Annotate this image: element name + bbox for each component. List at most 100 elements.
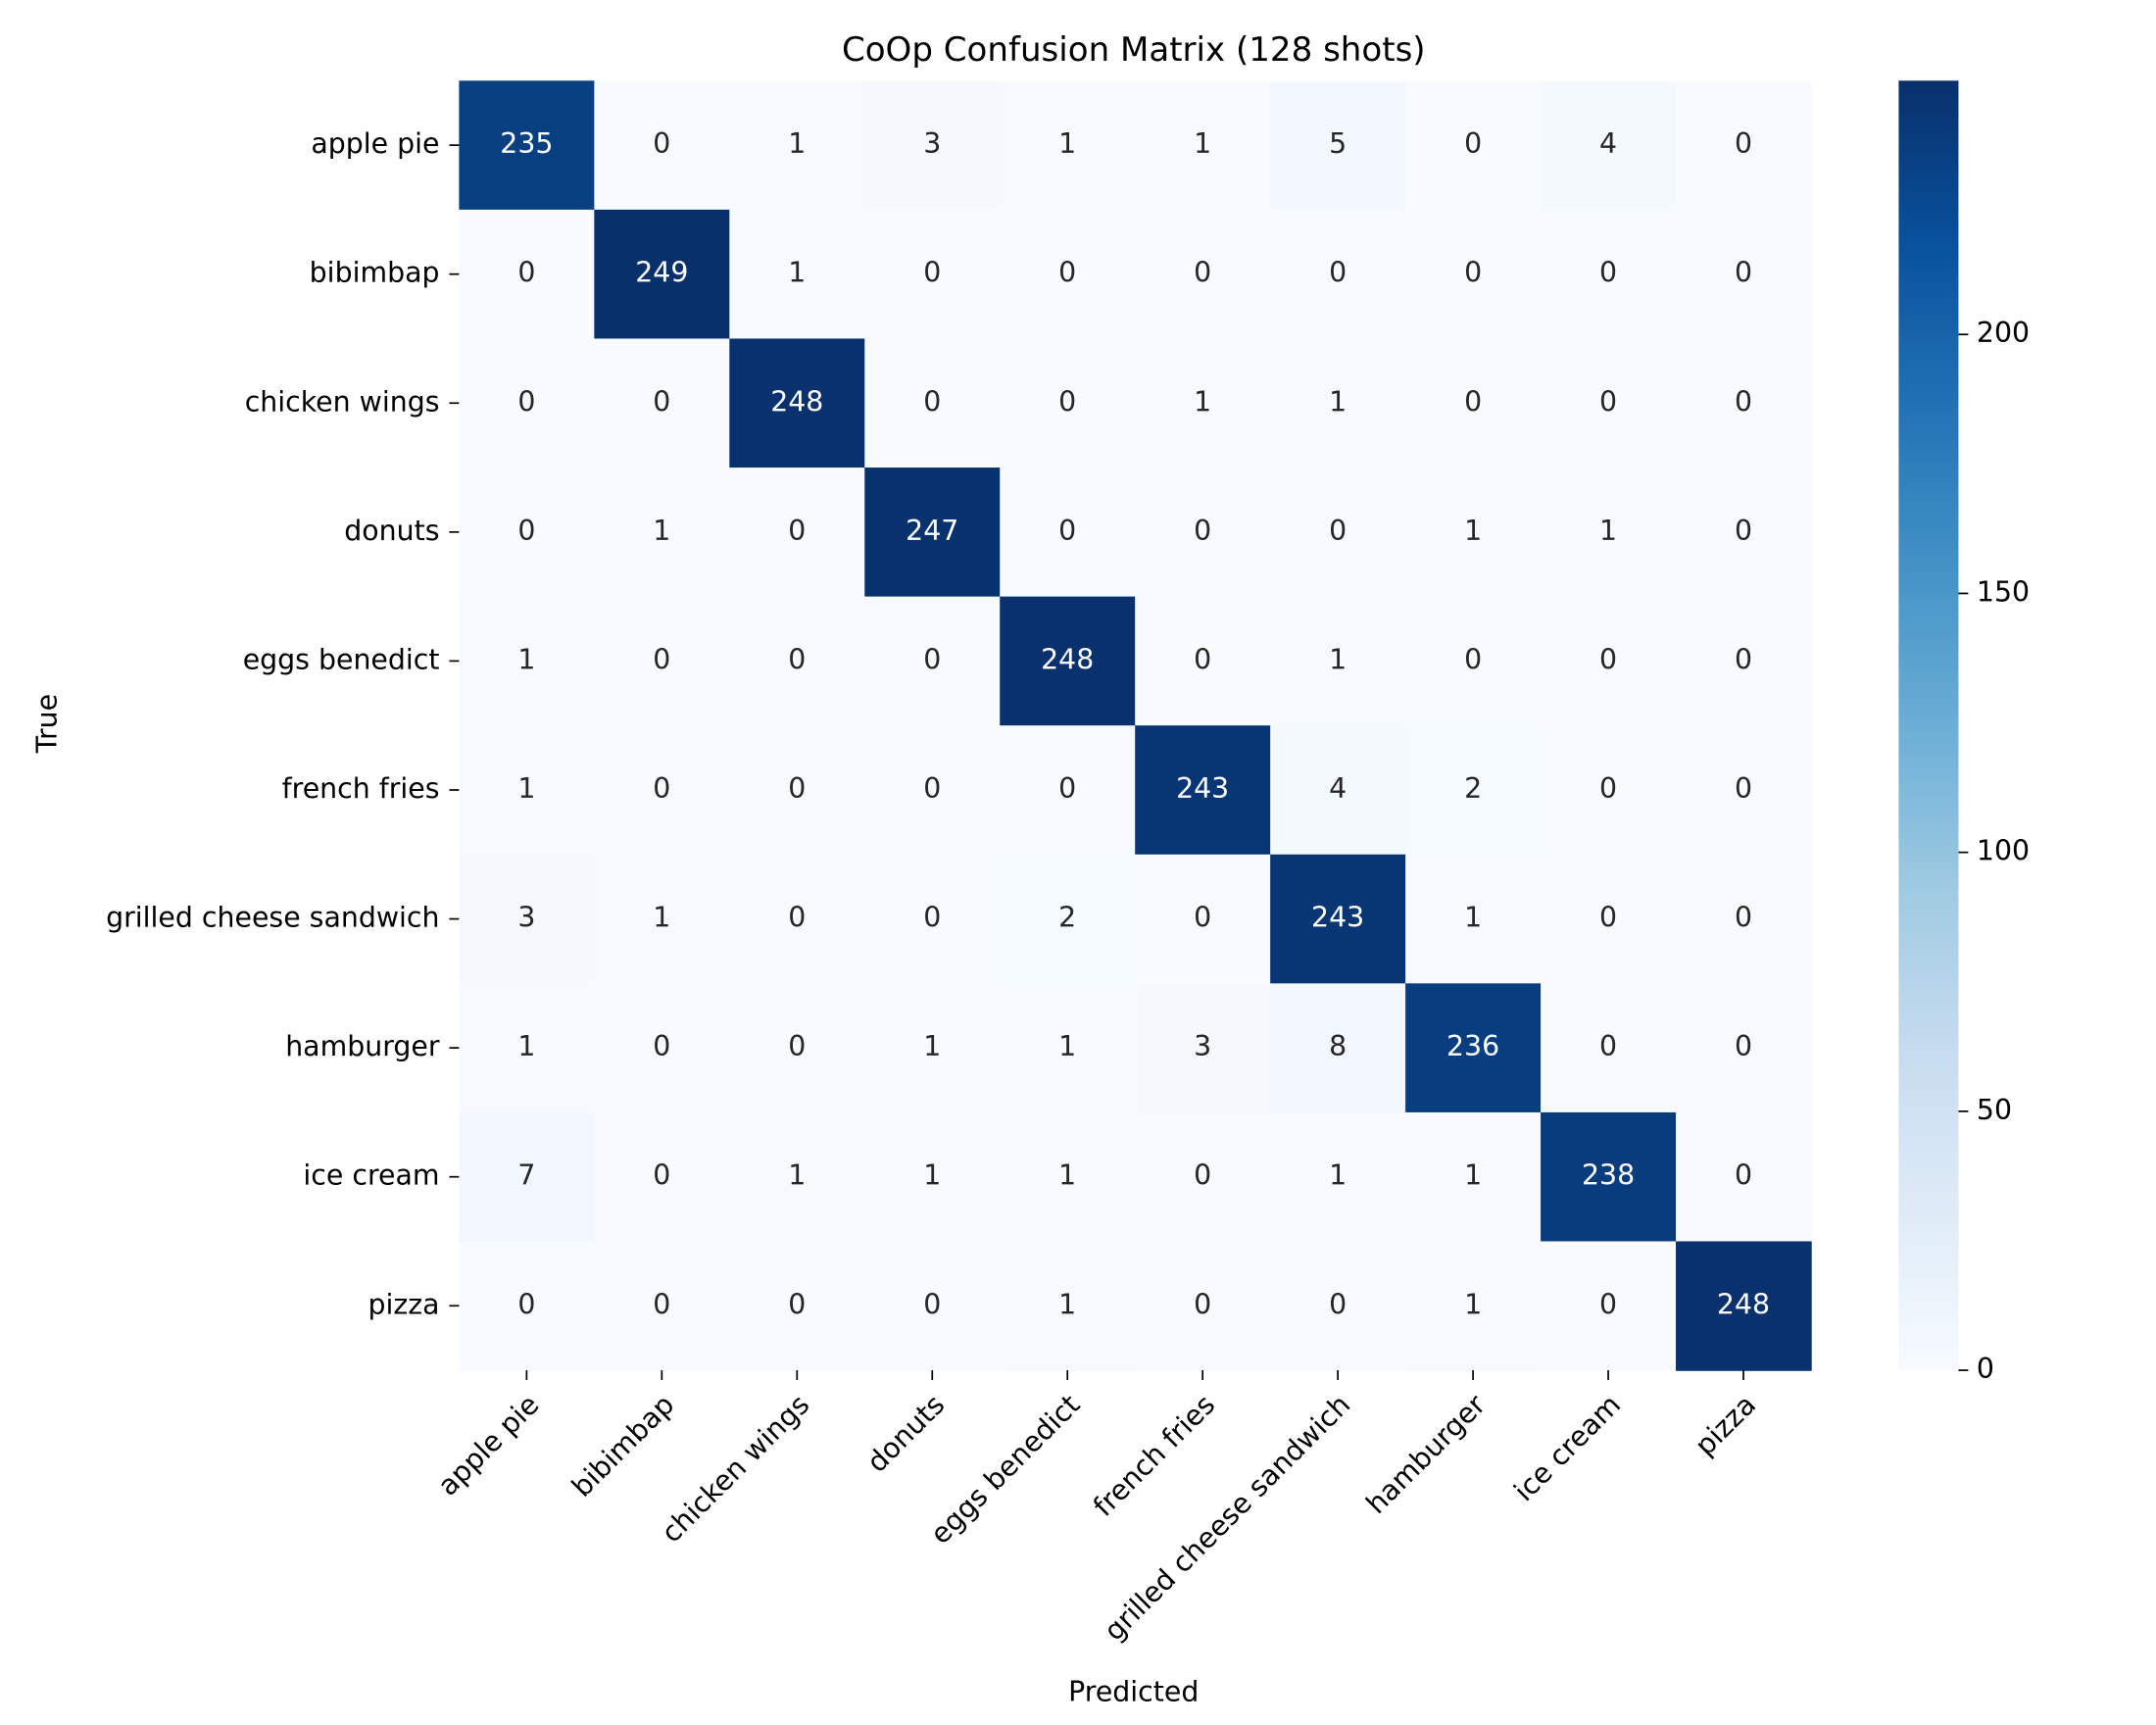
cell (864, 1111, 1001, 1243)
cell (459, 468, 596, 598)
cell (1676, 725, 1812, 856)
x-tick-label: hamburger (1360, 1388, 1493, 1520)
cell-label: 0 (923, 1288, 941, 1320)
cell (729, 468, 865, 598)
cell (1405, 1111, 1542, 1243)
cell-label: 3 (517, 902, 535, 934)
cell (1135, 854, 1271, 985)
cell (1000, 983, 1136, 1113)
x-axis-label: Predicted (1068, 1675, 1199, 1707)
cell (1000, 725, 1136, 856)
cell (1541, 209, 1677, 340)
cell-label: 0 (1464, 385, 1482, 418)
cell (1405, 854, 1542, 985)
cell-label: 1 (1464, 1288, 1482, 1320)
cell-label: 1 (1329, 1159, 1347, 1192)
cell-label: 1 (653, 515, 670, 547)
cell-label: 0 (788, 1030, 806, 1062)
cell-label: 0 (1464, 643, 1482, 675)
cell (1135, 725, 1271, 856)
cell (1676, 1241, 1812, 1371)
cell (1676, 854, 1812, 985)
cell (729, 338, 865, 468)
cell (459, 596, 596, 726)
cell-label: 1 (1464, 1159, 1482, 1192)
cell-label: 0 (1735, 643, 1752, 675)
cell-label: 0 (1735, 257, 1752, 289)
cell-label: 0 (1058, 257, 1076, 289)
cell-label: 1 (788, 257, 806, 289)
cell (1000, 1111, 1136, 1243)
cell (864, 725, 1001, 856)
cell-label: 1 (923, 1030, 941, 1062)
cell-label: 3 (923, 127, 941, 160)
cell-label: 0 (653, 1288, 670, 1320)
colorbar-tick-label: 100 (1977, 835, 2030, 867)
y-tick-label: chicken wings (245, 385, 440, 418)
cell-label: 1 (1058, 127, 1076, 160)
cell-label: 0 (923, 257, 941, 289)
y-tick-label: hamburger (285, 1030, 440, 1062)
cell (594, 725, 731, 856)
cell (1135, 983, 1271, 1113)
cell-label: 0 (653, 1159, 670, 1192)
cell (864, 854, 1001, 985)
cell (729, 209, 865, 340)
cell (1405, 983, 1542, 1113)
cell (1000, 854, 1136, 985)
cell (729, 1241, 865, 1371)
cell-label: 2 (1464, 772, 1482, 805)
cell-label: 0 (1329, 257, 1347, 289)
cell-label: 0 (1464, 257, 1482, 289)
cell (729, 596, 865, 726)
x-tick-label: ice cream (1507, 1389, 1627, 1508)
cell-label: 0 (923, 902, 941, 934)
cell (594, 80, 731, 211)
cell-label: 243 (1176, 772, 1229, 805)
cell (1541, 80, 1677, 211)
cell-label: 3 (1194, 1030, 1211, 1062)
cell-label: 0 (1735, 902, 1752, 934)
cell (1000, 338, 1136, 468)
cell (1676, 80, 1812, 211)
cell-label: 0 (653, 772, 670, 805)
cell-label: 1 (517, 643, 535, 675)
cell (1676, 338, 1812, 468)
colorbar-tick-label: 150 (1977, 575, 2030, 608)
cell-label: 238 (1582, 1159, 1635, 1192)
cell-label: 4 (1599, 127, 1617, 160)
cell-label: 0 (1599, 1288, 1617, 1320)
x-tick-label: french fries (1087, 1389, 1221, 1523)
cell (864, 596, 1001, 726)
cell (1135, 80, 1271, 211)
y-tick-label: apple pie (311, 127, 439, 160)
cell-label: 1 (1058, 1030, 1076, 1062)
cell-label: 0 (923, 772, 941, 805)
y-tick-label: grilled cheese sandwich (106, 902, 439, 934)
cell (1541, 1241, 1677, 1371)
cell (1676, 468, 1812, 598)
cell (1541, 854, 1677, 985)
cell (864, 80, 1001, 211)
cell (1405, 468, 1542, 598)
cell (1405, 596, 1542, 726)
cell (1270, 338, 1406, 468)
cell-label: 0 (1194, 257, 1211, 289)
cell (1135, 596, 1271, 726)
cell-label: 1 (517, 772, 535, 805)
cell-label: 4 (1329, 772, 1347, 805)
cell-label: 1 (788, 1159, 806, 1192)
cell-label: 0 (1599, 902, 1617, 934)
cell (1270, 468, 1406, 598)
cell (729, 854, 865, 985)
x-tick-label: grilled cheese sandwich (1098, 1389, 1356, 1648)
y-tick-label: bibimbap (310, 257, 440, 289)
cell-label: 1 (1058, 1288, 1076, 1320)
cell (864, 1241, 1001, 1371)
cell-label: 236 (1446, 1030, 1499, 1062)
cell-label: 0 (1329, 515, 1347, 547)
y-tick-label: french fries (282, 772, 440, 805)
cell (594, 1111, 731, 1243)
cell (1270, 854, 1406, 985)
cell-label: 0 (1599, 1030, 1617, 1062)
